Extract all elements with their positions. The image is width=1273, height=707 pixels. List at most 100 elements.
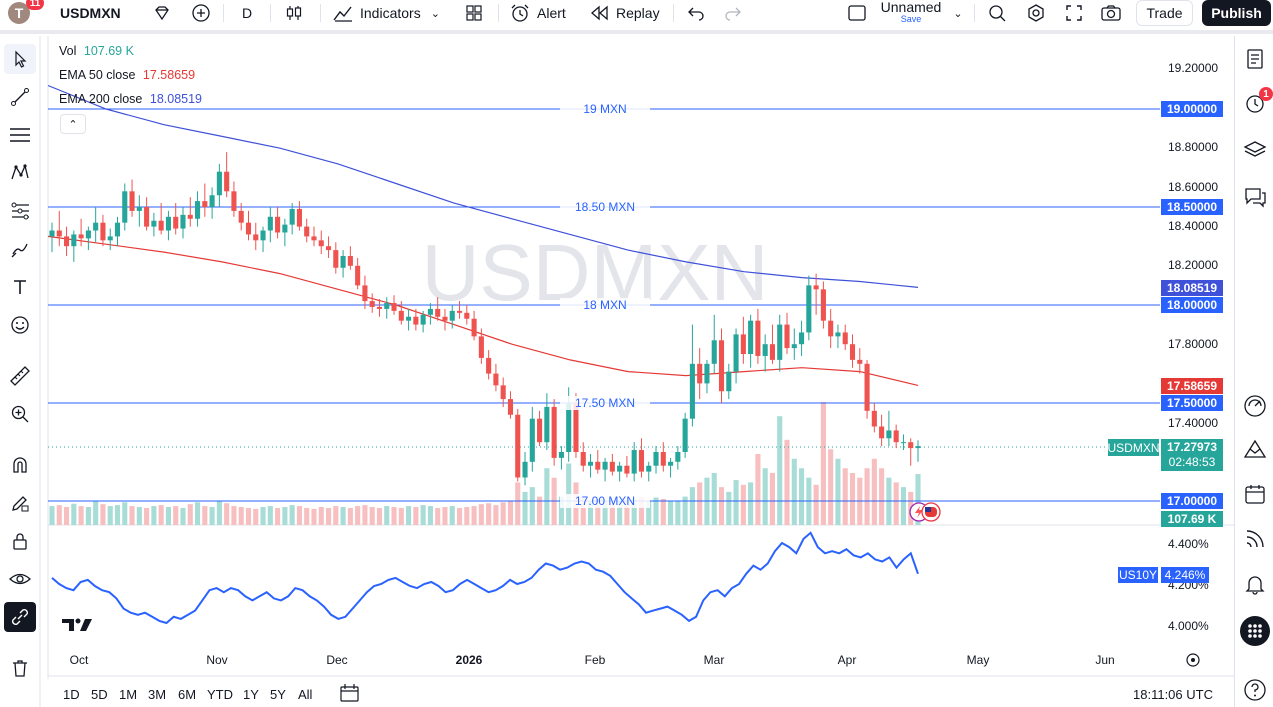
trend-line-icon[interactable] [4, 82, 36, 112]
symbol-search[interactable]: USDMXN [50, 0, 180, 26]
fullscreen-icon[interactable] [1062, 0, 1086, 26]
volume-bar [733, 480, 739, 525]
cursor-icon[interactable] [4, 44, 36, 74]
alerts-clock-icon[interactable] [1239, 88, 1271, 118]
notifications-bell-icon[interactable] [1239, 569, 1271, 599]
brush-icon[interactable] [4, 234, 36, 264]
hline-label[interactable]: 17.50 MXN [560, 396, 650, 410]
pencil-lock-icon[interactable] [4, 488, 36, 518]
time-axis-label: Dec [326, 653, 348, 667]
candle [915, 440, 921, 462]
candle [311, 226, 317, 247]
collapse-legend-button[interactable]: ⌃ [60, 114, 86, 134]
period-button-1d[interactable]: 1D [63, 687, 80, 702]
eye-icon[interactable] [4, 564, 36, 594]
volume-bar [427, 506, 433, 525]
replay-button[interactable]: Replay [590, 0, 662, 26]
volume-bar [580, 496, 586, 525]
pine-editor-icon[interactable] [1239, 434, 1271, 464]
indicators-label: Indicators [360, 5, 421, 21]
hline-label[interactable]: 18.50 MXN [560, 200, 650, 214]
emoji-icon[interactable] [4, 310, 36, 340]
trash-icon[interactable] [4, 653, 36, 683]
watchlist-icon[interactable] [1239, 44, 1271, 74]
text-tool-icon[interactable] [4, 272, 36, 302]
trade-button[interactable]: Trade [1136, 0, 1193, 26]
indicators-button[interactable]: Indicators ⌄ [332, 0, 452, 26]
apps-grid-icon[interactable] [1239, 616, 1271, 646]
volume-bar [602, 501, 608, 525]
spread-icon[interactable] [153, 4, 171, 25]
redo-icon[interactable] [722, 0, 744, 26]
publish-button[interactable]: Publish [1202, 0, 1271, 26]
ruler-icon[interactable] [4, 361, 36, 391]
settings-gear-icon[interactable] [1024, 0, 1048, 26]
volume-bar [253, 508, 259, 525]
legend-ema200[interactable]: EMA 200 close 18.08519 [59, 92, 202, 106]
camera-icon[interactable] [1099, 0, 1123, 26]
horizontal-lines-icon[interactable] [4, 120, 36, 150]
hline-label[interactable]: 17.00 MXN [560, 494, 650, 508]
chevron-down-icon[interactable]: ⌄ [953, 7, 963, 20]
period-button-1y[interactable]: 1Y [243, 687, 259, 702]
layers-icon[interactable] [1239, 135, 1271, 165]
layout-name-button[interactable]: Unnamed Save [878, 0, 944, 26]
lock-icon[interactable] [4, 526, 36, 556]
volume-bar [245, 507, 252, 525]
volume-bar [784, 439, 790, 525]
period-button-5d[interactable]: 5D [91, 687, 108, 702]
volume-bar [777, 416, 783, 525]
legend-ema50[interactable]: EMA 50 close 17.58659 [59, 68, 195, 82]
us10y-value-tag: 4.246% [1161, 567, 1209, 583]
period-button-all[interactable]: All [298, 687, 313, 702]
volume-bar [748, 482, 754, 525]
interval-button[interactable]: D [241, 5, 253, 21]
period-button-5y[interactable]: 5Y [270, 687, 286, 702]
volume-bar [275, 507, 281, 525]
volume-bar [325, 507, 332, 525]
pattern-icon[interactable] [4, 158, 36, 188]
volume-bar [311, 508, 317, 525]
calendar-range-icon[interactable] [340, 684, 359, 702]
chat-icon[interactable] [1239, 182, 1271, 212]
layout-checkbox-icon[interactable] [845, 0, 869, 26]
compare-add-icon[interactable] [189, 0, 213, 26]
volume-bar [718, 487, 725, 525]
hline-label[interactable]: 19 MXN [560, 102, 650, 116]
undo-icon[interactable] [685, 0, 707, 26]
candle [173, 203, 179, 235]
period-button-6m[interactable]: 6M [178, 687, 197, 702]
link-icon[interactable] [4, 602, 36, 632]
ema200-value: 18.08519 [149, 92, 203, 106]
period-button-3m[interactable]: 3M [148, 687, 167, 702]
quick-search-icon[interactable] [985, 0, 1009, 26]
candle [791, 328, 797, 360]
broadcast-icon[interactable] [1239, 524, 1271, 554]
candle [646, 461, 652, 482]
period-button-1m[interactable]: 1M [119, 687, 138, 702]
legend-volume[interactable]: Vol 107.69 K [59, 44, 134, 58]
hline-label[interactable]: 18 MXN [560, 298, 650, 312]
volume-bar [871, 458, 877, 525]
candle [609, 453, 615, 476]
zoom-in-icon[interactable] [4, 399, 36, 429]
volume-bar [689, 487, 695, 525]
tradingview-logo[interactable] [62, 618, 92, 632]
help-icon[interactable] [1239, 675, 1271, 705]
timezone-settings-icon[interactable] [1186, 653, 1200, 667]
event-icons[interactable] [909, 502, 941, 522]
magnet-icon[interactable] [4, 450, 36, 480]
utc-clock[interactable]: 18:11:06 UTC [1133, 687, 1213, 702]
candle [187, 197, 193, 227]
user-avatar[interactable]: T [7, 0, 31, 26]
speedometer-icon[interactable] [1239, 391, 1271, 421]
alert-button[interactable]: Alert [509, 0, 573, 26]
layouts-grid-icon[interactable] [462, 0, 486, 26]
period-button-ytd[interactable]: YTD [207, 687, 233, 702]
calendar-icon[interactable] [1239, 479, 1271, 509]
volume-bar [915, 474, 921, 525]
fib-icon[interactable] [4, 196, 36, 226]
candle [49, 222, 55, 253]
candles-icon[interactable] [282, 0, 306, 26]
